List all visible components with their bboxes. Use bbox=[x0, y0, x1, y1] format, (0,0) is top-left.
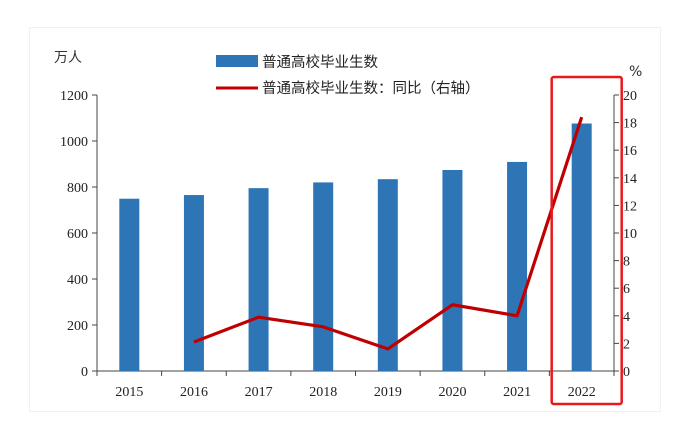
right-tick-label: 0 bbox=[623, 365, 630, 380]
right-tick-label: 12 bbox=[623, 199, 637, 214]
left-tick-label: 1200 bbox=[60, 89, 88, 104]
right-axis-unit: % bbox=[629, 64, 642, 80]
left-axis-unit: 万人 bbox=[54, 50, 82, 66]
right-tick-label: 20 bbox=[623, 89, 637, 104]
bar-2016 bbox=[183, 195, 204, 371]
right-tick-label: 6 bbox=[623, 282, 630, 297]
line-series bbox=[193, 116, 584, 351]
left-tick-label: 1000 bbox=[60, 135, 88, 150]
right-tick-label: 4 bbox=[623, 310, 630, 325]
left-tick-label: 0 bbox=[81, 365, 88, 380]
bar-2021 bbox=[507, 161, 528, 371]
left-tick-label: 600 bbox=[67, 227, 88, 242]
right-tick-label: 8 bbox=[623, 255, 630, 270]
right-tick-label: 14 bbox=[623, 172, 637, 187]
x-tick-label-2015: 2015 bbox=[115, 385, 143, 400]
right-tick-label: 16 bbox=[623, 144, 637, 159]
bar-2020 bbox=[442, 169, 463, 371]
legend-label-line: 普通高校毕业生数：同比（右轴） bbox=[262, 80, 480, 97]
highlight-box-2022 bbox=[550, 75, 623, 406]
x-tick-label-2016: 2016 bbox=[180, 385, 208, 400]
x-tick-label-2020: 2020 bbox=[438, 385, 466, 400]
x-tick-label-2018: 2018 bbox=[309, 385, 337, 400]
right-axis-ticks: 0 2 4 6 8 10 12 14 16 18 20 bbox=[614, 89, 637, 380]
x-tick-label-2019: 2019 bbox=[374, 385, 402, 400]
bar-2022 bbox=[571, 123, 592, 372]
right-tick-label: 18 bbox=[623, 117, 637, 132]
x-tick-label-2021: 2021 bbox=[503, 385, 531, 400]
right-tick-label: 10 bbox=[623, 227, 637, 242]
bar-2019 bbox=[377, 179, 398, 371]
legend-swatch-bar bbox=[216, 55, 258, 67]
yoy-growth-line bbox=[193, 116, 584, 351]
bar-2017 bbox=[248, 188, 269, 371]
bar-2018 bbox=[313, 182, 334, 371]
x-tick-label-2022: 2022 bbox=[568, 385, 596, 400]
bar-2015 bbox=[119, 198, 140, 371]
bar-series bbox=[119, 123, 592, 372]
left-tick-label: 200 bbox=[67, 319, 88, 334]
legend-label-bar: 普通高校毕业生数 bbox=[262, 54, 378, 71]
right-tick-label: 2 bbox=[623, 337, 630, 352]
left-tick-label: 800 bbox=[67, 181, 88, 196]
highlight-layer bbox=[550, 75, 623, 406]
left-tick-label: 400 bbox=[67, 273, 88, 288]
x-tick-label-2017: 2017 bbox=[245, 385, 273, 400]
x-axis-labels: 2015 2016 2017 2018 2019 2020 2021 2022 bbox=[96, 371, 615, 400]
left-axis-ticks: 0 200 400 600 800 1000 1200 bbox=[60, 89, 97, 380]
